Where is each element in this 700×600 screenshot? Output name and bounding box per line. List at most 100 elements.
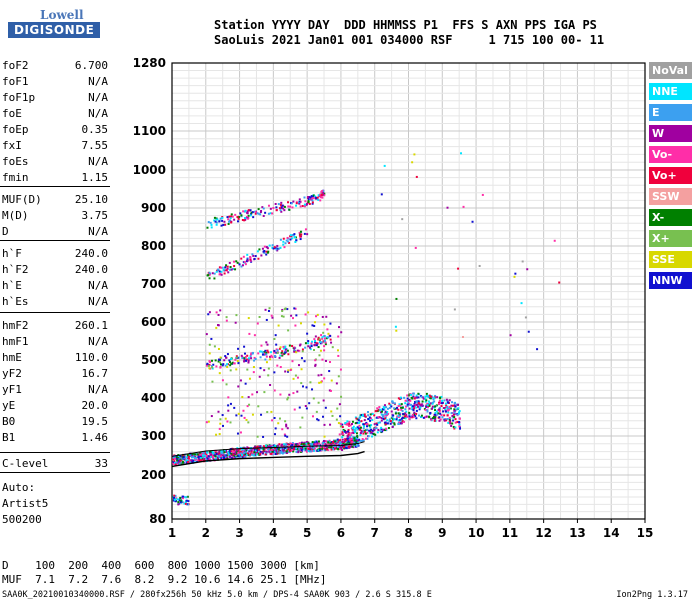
echo-point <box>298 406 301 409</box>
echo-point <box>322 446 325 449</box>
echo-point <box>246 211 249 214</box>
echo-point <box>265 253 268 256</box>
echo-point <box>320 381 323 384</box>
echo-point <box>290 202 293 205</box>
echo-point <box>214 455 217 458</box>
echo-point <box>257 448 260 451</box>
echo-point <box>314 339 317 342</box>
param-value: 19.5 <box>81 415 109 428</box>
echo-point <box>352 435 355 438</box>
echo-point <box>444 407 447 410</box>
echo-point <box>352 441 355 444</box>
echo-point <box>277 324 280 327</box>
echo-point <box>285 443 288 446</box>
echo-point <box>261 351 264 354</box>
echo-point <box>280 205 283 208</box>
echo-point <box>208 271 211 274</box>
echo-point <box>258 375 261 378</box>
echo-point <box>439 396 442 399</box>
echo-point <box>356 421 359 424</box>
echo-point <box>221 414 224 417</box>
echo-point <box>558 281 561 284</box>
echo-point <box>393 422 396 425</box>
echo-point <box>410 396 413 399</box>
echo-point <box>173 498 176 501</box>
echo-point <box>345 423 348 426</box>
autoscale-artist: Artist5 <box>2 497 49 510</box>
echo-point <box>372 433 375 436</box>
echo-point <box>323 377 326 380</box>
echo-point <box>221 266 224 269</box>
echo-point <box>434 394 437 397</box>
echo-point <box>300 357 303 360</box>
echo-point <box>524 316 527 319</box>
echo-point <box>226 365 229 368</box>
echo-point <box>378 416 381 419</box>
echo-point <box>285 423 288 426</box>
echo-point <box>404 399 407 402</box>
echo-point <box>281 204 284 207</box>
param-value: N/A <box>88 91 108 104</box>
echo-point <box>417 400 420 403</box>
echo-point <box>220 273 223 276</box>
autoscale-code: 500200 <box>2 513 42 526</box>
echo-point <box>301 446 304 449</box>
echo-point <box>442 410 445 413</box>
echo-point <box>267 204 270 207</box>
param-row: yE 20.0 <box>2 398 108 413</box>
y-tick-label: 500 <box>141 353 166 367</box>
echo-point <box>215 221 218 224</box>
echo-point <box>250 212 253 215</box>
echo-point <box>440 395 443 398</box>
echo-point <box>406 415 409 418</box>
echo-point <box>292 377 295 380</box>
echo-point <box>317 194 320 197</box>
echo-point <box>295 351 298 354</box>
echo-point <box>244 217 247 220</box>
echo-point <box>229 266 232 269</box>
echo-point <box>247 396 250 399</box>
echo-point <box>173 456 176 459</box>
echo-point <box>404 402 407 405</box>
echo-point <box>398 413 401 416</box>
x-tick-label: 5 <box>303 526 311 540</box>
echo-point <box>397 412 400 415</box>
echo-point <box>415 396 418 399</box>
echo-point <box>339 425 342 428</box>
echo-point <box>366 423 369 426</box>
echo-point <box>433 413 436 416</box>
echo-point <box>298 448 301 451</box>
echo-point <box>328 439 331 442</box>
echo-point <box>309 381 312 384</box>
param-row: yF1 N/A <box>2 382 108 397</box>
echo-point <box>209 221 212 224</box>
echo-point <box>281 428 284 431</box>
echo-point <box>359 414 362 417</box>
echo-point <box>327 336 330 339</box>
echo-point <box>258 315 261 318</box>
logo-brand-top: Lowell <box>40 8 84 22</box>
echo-point <box>228 452 231 455</box>
legend-item-x: X- <box>649 209 692 226</box>
echo-point <box>254 451 257 454</box>
echo-point <box>438 419 441 422</box>
echo-point <box>460 152 463 155</box>
param-row: B1 1.46 <box>2 430 108 445</box>
echo-point <box>379 411 382 414</box>
echo-point <box>232 457 235 460</box>
echo-point <box>295 314 298 317</box>
echo-point <box>284 434 287 437</box>
echo-point <box>347 428 350 431</box>
echo-point <box>273 389 276 392</box>
echo-point <box>317 440 320 443</box>
echo-point <box>435 410 438 413</box>
echo-point <box>324 343 327 346</box>
echo-point <box>184 502 187 505</box>
echo-point <box>433 400 436 403</box>
echo-point <box>224 355 227 358</box>
echo-point <box>371 412 374 415</box>
echo-point <box>242 450 245 453</box>
echo-point <box>514 272 517 275</box>
echo-point <box>253 359 256 362</box>
echo-point <box>223 272 226 275</box>
